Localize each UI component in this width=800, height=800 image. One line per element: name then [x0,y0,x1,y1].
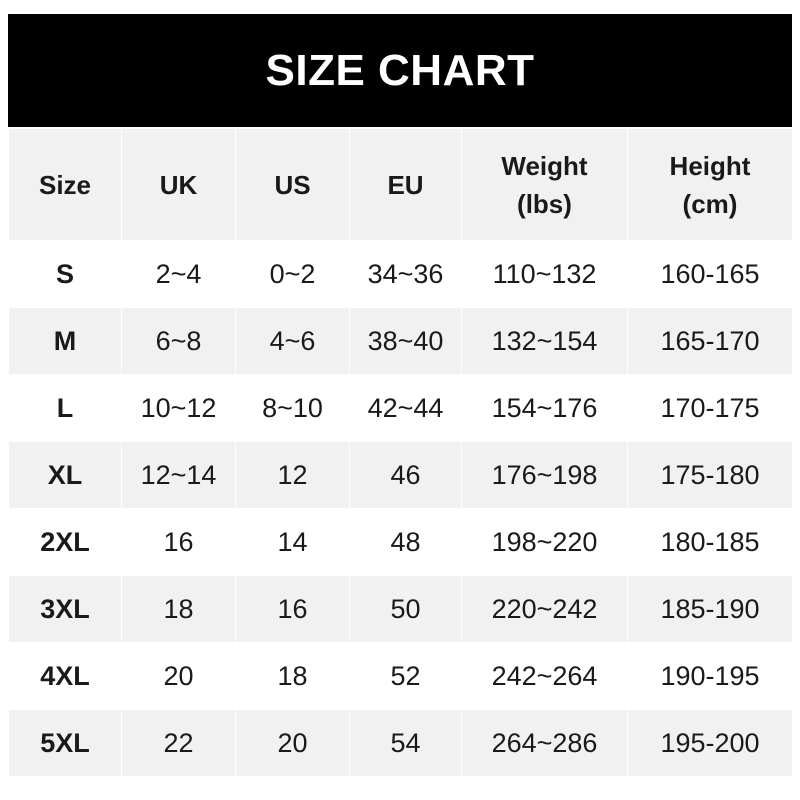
cell-weight: 264~286 [461,709,628,777]
cell-us: 12 [235,441,350,509]
cell-eu: 54 [349,709,462,777]
cell-weight: 176~198 [461,441,628,509]
header-row: Size UK US EU Weight (lbs) Height (cm) [8,128,793,241]
cell-size: 5XL [8,709,122,777]
cell-uk: 16 [121,508,236,576]
cell-size: L [8,374,122,442]
cell-size: 2XL [8,508,122,576]
header-eu: EU [349,128,462,241]
cell-height: 170-175 [627,374,793,442]
header-height: Height (cm) [627,128,793,241]
cell-eu: 48 [349,508,462,576]
cell-uk: 22 [121,709,236,777]
cell-size: 3XL [8,575,122,643]
cell-us: 8~10 [235,374,350,442]
cell-us: 4~6 [235,307,350,375]
chart-title: SIZE CHART [8,14,792,127]
cell-eu: 52 [349,642,462,710]
cell-height: 190-195 [627,642,793,710]
table-row: L 10~12 8~10 42~44 154~176 170-175 [8,374,793,442]
cell-size: 4XL [8,642,122,710]
cell-us: 18 [235,642,350,710]
table-row: 3XL 18 16 50 220~242 185-190 [8,575,793,643]
cell-height: 175-180 [627,441,793,509]
cell-weight: 242~264 [461,642,628,710]
cell-us: 14 [235,508,350,576]
cell-uk: 6~8 [121,307,236,375]
cell-uk: 10~12 [121,374,236,442]
cell-height: 195-200 [627,709,793,777]
header-uk: UK [121,128,236,241]
table-row: 4XL 20 18 52 242~264 190-195 [8,642,793,710]
cell-uk: 12~14 [121,441,236,509]
cell-size: S [8,240,122,308]
table-row: XL 12~14 12 46 176~198 175-180 [8,441,793,509]
cell-eu: 46 [349,441,462,509]
cell-eu: 34~36 [349,240,462,308]
cell-uk: 18 [121,575,236,643]
cell-eu: 38~40 [349,307,462,375]
cell-us: 0~2 [235,240,350,308]
cell-size: XL [8,441,122,509]
header-height-label: Height (cm) [669,150,751,219]
table-row: S 2~4 0~2 34~36 110~132 160-165 [8,240,793,308]
cell-uk: 20 [121,642,236,710]
size-chart: SIZE CHART Size UK US EU Weight (lbs) He… [8,14,793,777]
cell-weight: 220~242 [461,575,628,643]
cell-weight: 154~176 [461,374,628,442]
cell-height: 185-190 [627,575,793,643]
table-row: 5XL 22 20 54 264~286 195-200 [8,709,793,777]
header-weight: Weight (lbs) [461,128,628,241]
size-table: Size UK US EU Weight (lbs) Height (cm) S… [8,128,793,777]
table-row: M 6~8 4~6 38~40 132~154 165-170 [8,307,793,375]
cell-height: 160-165 [627,240,793,308]
cell-size: M [8,307,122,375]
header-size: Size [8,128,122,241]
header-us: US [235,128,350,241]
cell-weight: 132~154 [461,307,628,375]
cell-eu: 42~44 [349,374,462,442]
table-row: 2XL 16 14 48 198~220 180-185 [8,508,793,576]
cell-weight: 198~220 [461,508,628,576]
cell-uk: 2~4 [121,240,236,308]
cell-weight: 110~132 [461,240,628,308]
cell-height: 180-185 [627,508,793,576]
cell-height: 165-170 [627,307,793,375]
cell-us: 16 [235,575,350,643]
cell-us: 20 [235,709,350,777]
cell-eu: 50 [349,575,462,643]
header-weight-label: Weight (lbs) [501,150,588,219]
